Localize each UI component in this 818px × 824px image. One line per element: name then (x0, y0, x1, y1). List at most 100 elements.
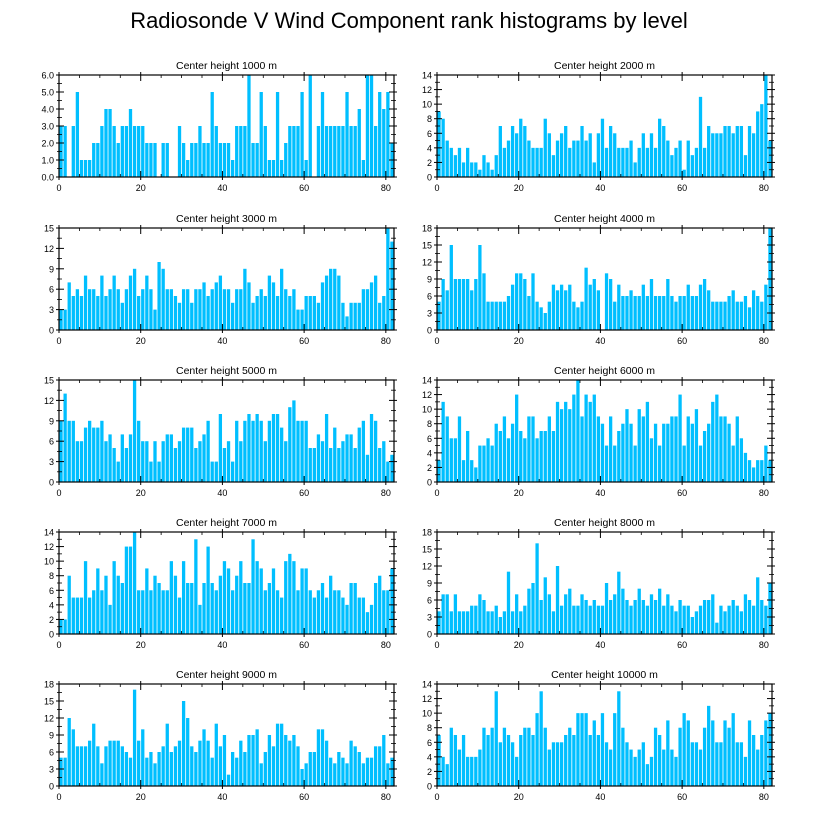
histogram-bar (707, 705, 711, 786)
histogram-bar (153, 441, 157, 482)
histogram-bar (457, 416, 462, 482)
histogram-bar (71, 420, 75, 482)
histogram-bar (280, 597, 284, 634)
histogram-bar (674, 416, 678, 482)
histogram-bar (645, 764, 650, 786)
histogram-bar (453, 279, 458, 330)
histogram-bar (349, 126, 353, 177)
histogram-bar (312, 597, 316, 634)
histogram-bar (104, 441, 108, 482)
histogram-bar (625, 147, 629, 177)
histogram-bar (275, 92, 280, 177)
histogram-bar (735, 605, 739, 634)
histogram-bar (666, 140, 670, 177)
histogram-bar (369, 75, 374, 177)
histogram-bar (386, 590, 390, 634)
panel-title: Center height 5000 m (176, 365, 277, 377)
histogram-bar (378, 746, 382, 786)
histogram-bar (280, 723, 284, 786)
histogram-bar (357, 597, 361, 634)
histogram-bar (600, 118, 605, 177)
histogram-bar (543, 313, 547, 330)
histogram-bar (445, 594, 449, 634)
histogram-bar (329, 268, 333, 330)
histogram-bar (506, 735, 511, 786)
histogram-bar (308, 448, 312, 482)
y-tick-label: 0 (427, 326, 432, 336)
histogram-bar (584, 600, 588, 634)
histogram-bar (461, 279, 466, 330)
histogram-bar (243, 583, 247, 634)
histogram-bar (580, 594, 584, 634)
histogram-bar (357, 109, 361, 177)
histogram-bar (190, 746, 194, 786)
histogram-bar (206, 143, 210, 177)
histogram-bar (255, 729, 259, 786)
histogram-bar (572, 605, 576, 634)
histogram-bar (461, 162, 466, 177)
histogram-bar (337, 126, 341, 177)
histogram-bar (596, 133, 601, 177)
histogram-bar (564, 594, 568, 634)
histogram-bar (698, 284, 703, 330)
histogram-bar (441, 401, 445, 482)
histogram-bar (320, 583, 325, 634)
histogram-bar (284, 441, 288, 482)
y-tick-label: 0.0 (41, 173, 54, 183)
histogram-bar (386, 228, 390, 330)
histogram-bar (112, 448, 116, 482)
histogram-bar (288, 407, 292, 482)
histogram-bar (235, 757, 239, 786)
histogram-bar (719, 301, 723, 330)
plot-frame (436, 683, 773, 787)
y-tick-label: 10 (44, 557, 54, 567)
y-tick-label: 8 (427, 723, 432, 733)
histogram-bar (727, 423, 731, 482)
histogram-bar (320, 441, 325, 482)
histogram-bar (486, 162, 490, 177)
histogram-bar (445, 140, 449, 177)
histogram-bar (515, 273, 519, 330)
histogram-bar (702, 431, 707, 482)
histogram-bar (580, 126, 584, 177)
histogram-bar (324, 597, 329, 634)
histogram-bar (747, 720, 752, 786)
x-tick-label: 40 (595, 336, 605, 346)
histogram-bar (288, 740, 292, 786)
histogram-bar (531, 416, 535, 482)
histogram-bar (617, 691, 621, 786)
histogram-bar (202, 282, 206, 330)
y-tick-label: 3 (427, 613, 432, 623)
histogram-bar (649, 756, 654, 786)
x-tick-label: 0 (56, 640, 61, 650)
panel-1: Center height 1000 m 0.0 1.0 2.0 3.0 4.0 5.0 6.… (41, 60, 397, 193)
histogram-bar (555, 290, 560, 330)
histogram-bar (658, 118, 662, 177)
histogram-bar (531, 273, 535, 330)
histogram-bar (239, 561, 243, 634)
x-tick-label: 80 (759, 336, 769, 346)
histogram-bar (141, 729, 145, 786)
histogram-bar (735, 301, 739, 330)
histogram-bar (490, 611, 494, 634)
histogram-bar (202, 583, 206, 634)
histogram-bar (666, 279, 670, 330)
histogram-bar (312, 752, 316, 786)
histogram-bar (83, 746, 88, 786)
y-tick-label: 18 (44, 680, 54, 690)
y-tick-label: 12 (422, 562, 432, 572)
histogram-bar (510, 126, 515, 177)
histogram-bar (535, 543, 539, 634)
histogram-bar (308, 75, 312, 177)
panel-title: Center height 8000 m (554, 517, 655, 529)
histogram-bar (100, 590, 104, 634)
plot-frame (436, 379, 773, 483)
histogram-bar (645, 401, 650, 482)
y-tick-label: 9 (427, 579, 432, 589)
histogram-bar (466, 147, 470, 177)
histogram-bar (494, 155, 498, 177)
histogram-bar (641, 742, 645, 786)
histogram-bar (378, 302, 382, 330)
y-tick-label: 12 (44, 714, 54, 724)
histogram-bar (120, 746, 124, 786)
